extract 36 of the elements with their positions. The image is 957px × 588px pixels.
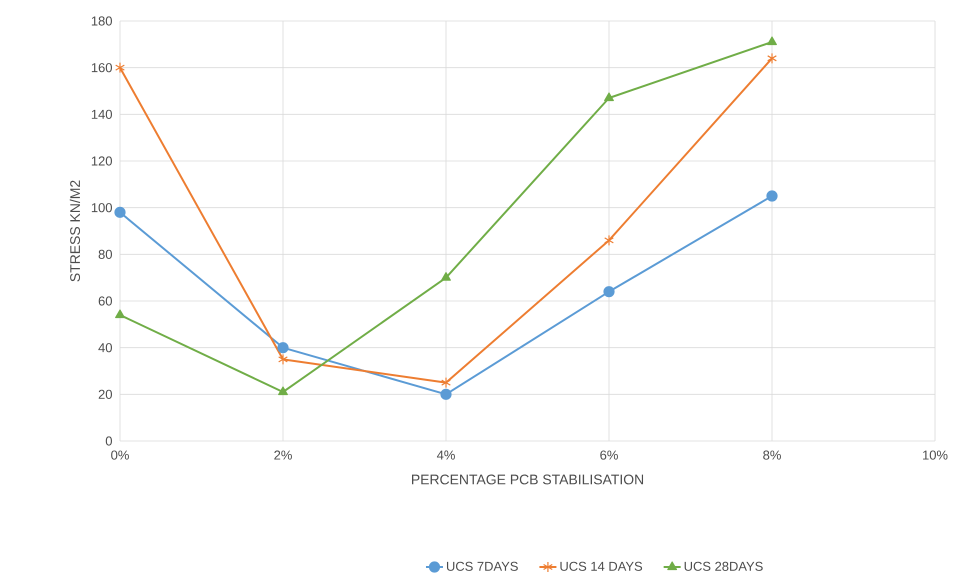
point — [115, 62, 125, 74]
x-tick-label: 8% — [763, 450, 781, 460]
x-tick-label: 6% — [600, 450, 618, 460]
point — [767, 36, 777, 46]
y-tick-label: 160 — [92, 63, 112, 72]
point — [604, 234, 614, 246]
y-tick-label: 180 — [92, 16, 112, 26]
y-tick-label: 0 — [106, 436, 112, 446]
point — [278, 386, 288, 396]
y-tick-label: 60 — [98, 296, 112, 306]
legend-label: UCS 14 DAYS — [560, 562, 642, 571]
y-tick-label: 80 — [98, 250, 112, 259]
y-tick-label: 20 — [98, 390, 112, 399]
point — [441, 272, 451, 281]
x-tick-label: 0% — [111, 450, 129, 460]
point — [766, 190, 778, 202]
y-tick-label: 140 — [92, 110, 112, 119]
point — [441, 377, 451, 388]
point — [603, 286, 615, 298]
point — [604, 92, 614, 102]
point — [114, 206, 126, 218]
point — [767, 52, 777, 64]
y-tick-label: 120 — [92, 156, 112, 166]
y-tick-label: 100 — [92, 203, 112, 212]
point — [278, 354, 288, 365]
y-axis-title: STRESS KN/M2 — [70, 180, 80, 282]
point — [277, 342, 289, 354]
x-axis-title: PERCENTAGE PCB STABILISATION — [412, 474, 644, 484]
legend-label: UCS 7DAYS — [446, 562, 518, 571]
x-tick-label: 4% — [436, 450, 455, 460]
point — [115, 309, 125, 318]
point — [440, 388, 452, 400]
x-tick-label: 2% — [274, 450, 292, 460]
legend-label: UCS 28DAYS — [684, 562, 763, 571]
y-tick-label: 40 — [98, 343, 112, 352]
x-tick-label: 10% — [923, 450, 948, 460]
